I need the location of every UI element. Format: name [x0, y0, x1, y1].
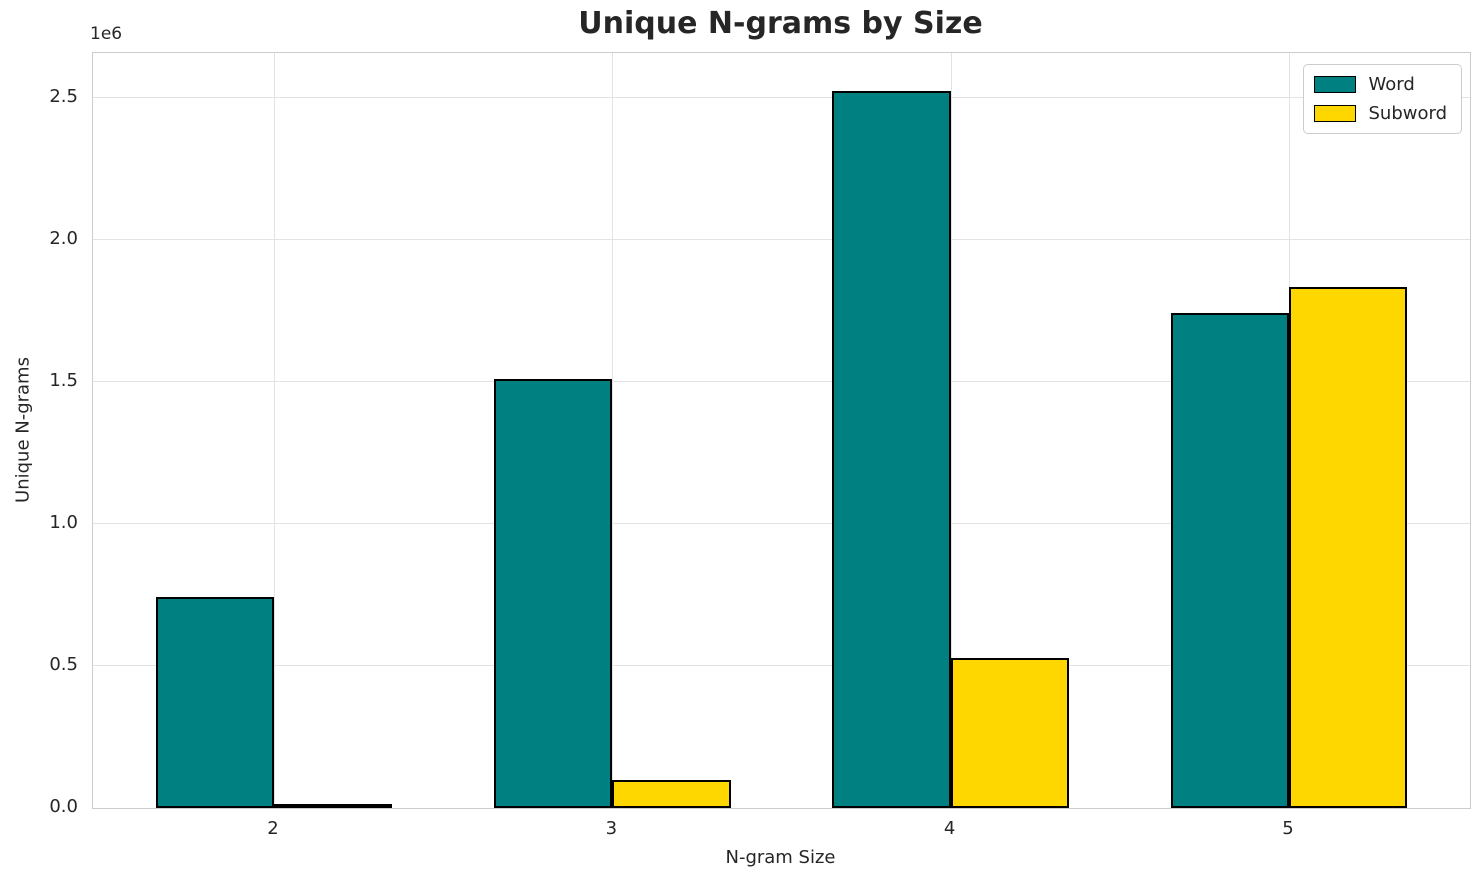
- gridline-horizontal: [93, 523, 1470, 525]
- plot-area: Word Subword: [92, 52, 1471, 809]
- bar-subword-5: [1288, 287, 1408, 808]
- y-tick-label: 2.0: [49, 228, 78, 250]
- gridline-vertical: [612, 53, 614, 808]
- legend-item-subword: Subword: [1314, 103, 1447, 124]
- bar-word-3: [493, 379, 613, 808]
- y-tick-label: 2.5: [49, 86, 78, 108]
- x-tick-label: 2: [267, 818, 279, 839]
- y-tick-label: 0.0: [49, 796, 78, 817]
- x-tick-label: 5: [1282, 818, 1294, 839]
- x-tick-label: 4: [943, 818, 956, 839]
- legend: Word Subword: [1303, 64, 1462, 134]
- y-tick-label: 1.0: [49, 512, 78, 534]
- bar-word-2: [155, 596, 274, 808]
- bar-word-5: [1170, 312, 1289, 808]
- bar-subword-3: [612, 780, 731, 808]
- y-tick-label: 0.5: [49, 654, 78, 676]
- legend-label-subword: Subword: [1368, 103, 1447, 124]
- y-tick-label: 1.5: [49, 370, 78, 392]
- gridline-horizontal: [93, 381, 1470, 383]
- chart-title: Unique N-grams by Size: [578, 6, 983, 41]
- legend-item-word: Word: [1314, 74, 1447, 95]
- x-tick-label: 3: [605, 818, 618, 839]
- gridline-horizontal: [93, 239, 1470, 241]
- y-axis-offset-label: 1e6: [90, 24, 123, 44]
- gridline-vertical: [274, 53, 275, 808]
- bar-subword-2: [274, 804, 393, 808]
- bar-subword-4: [950, 657, 1070, 808]
- bar-word-4: [832, 91, 951, 808]
- gridline-vertical: [950, 53, 952, 808]
- x-axis-label: N-gram Size: [725, 847, 836, 868]
- gridline-horizontal: [93, 97, 1470, 99]
- legend-swatch-subword: [1314, 105, 1357, 122]
- legend-label-word: Word: [1368, 74, 1415, 95]
- gridline-horizontal: [93, 665, 1470, 667]
- legend-swatch-word: [1314, 76, 1357, 93]
